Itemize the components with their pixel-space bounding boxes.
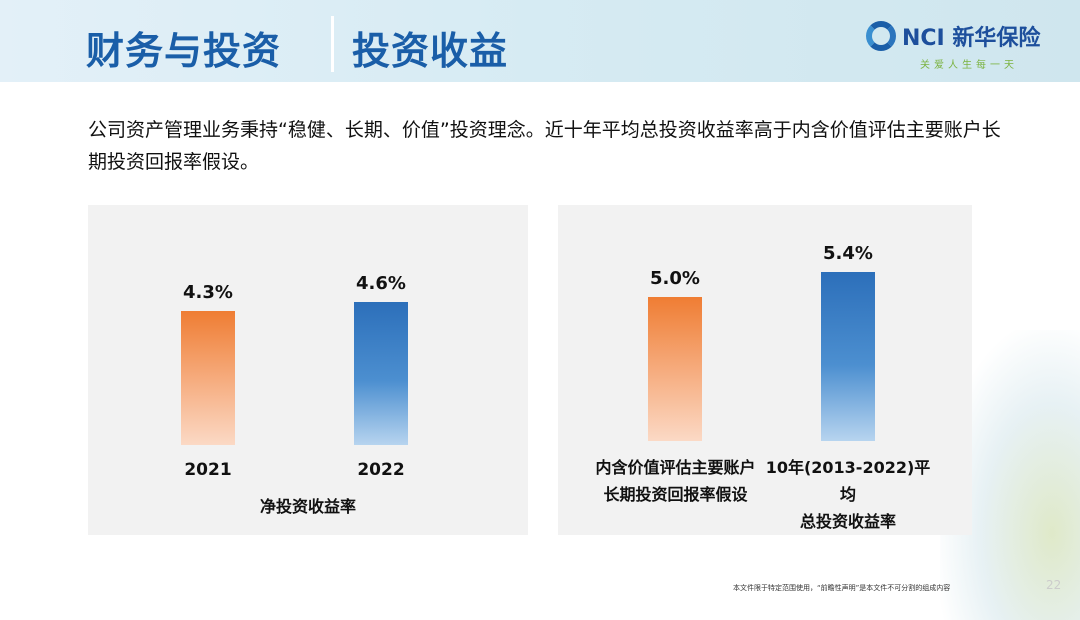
category-label-2022: 2022 — [357, 460, 405, 480]
category-line: 长期投资回报率假设 — [603, 485, 748, 504]
value-label-2021: 4.3% — [183, 281, 233, 303]
bar-ev-assumption — [648, 297, 702, 441]
slogan: 关爱人生每一天 — [920, 60, 1018, 71]
chart-panel-left: 4.3% 4.6% 2021 2022 净投资收益率 — [88, 205, 528, 535]
logo-text: NCI 新华保险 — [902, 26, 1041, 51]
bar-2021 — [181, 310, 235, 445]
bar-10yr-average — [821, 272, 875, 441]
logo-icon — [866, 21, 896, 51]
value-label-10yr-average: 5.4% — [823, 243, 873, 265]
intro-text: 公司资产管理业务秉持“稳健、长期、价值”投资理念。近十年平均总投资收益率高于内含… — [88, 119, 1001, 173]
category-label-10yr-average: 10年(2013-2022)平均 总投资收益率 — [758, 454, 938, 535]
category-line: 10年(2013-2022)平均 — [765, 458, 931, 504]
value-label-2022: 4.6% — [356, 272, 406, 294]
category-line: 总投资收益率 — [799, 512, 896, 531]
bar-2022 — [354, 301, 408, 445]
title-divider — [331, 16, 334, 72]
section-title: 财务与投资 — [86, 29, 282, 73]
header-band — [0, 0, 1080, 82]
chart-panel-right: 5.0% 5.4% 内含价值评估主要账户 长期投资回报率假设 10年(2013-… — [558, 205, 972, 535]
company-logo: NCI 新华保险 — [866, 20, 1040, 52]
page-number: 22 — [1046, 578, 1062, 592]
page-title: 投资收益 — [352, 29, 509, 73]
category-line: 内含价值评估主要账户 — [595, 458, 756, 477]
footer-disclaimer: 本文件限于特定范围使用，“前瞻性声明”是本文件不可分割的组成内容 — [733, 584, 951, 592]
category-label-2021: 2021 — [184, 460, 232, 480]
value-label-ev-assumption: 5.0% — [650, 268, 700, 290]
category-label-ev-assumption: 内含价值评估主要账户 长期投资回报率假设 — [578, 454, 773, 508]
x-axis-label: 净投资收益率 — [259, 497, 356, 516]
